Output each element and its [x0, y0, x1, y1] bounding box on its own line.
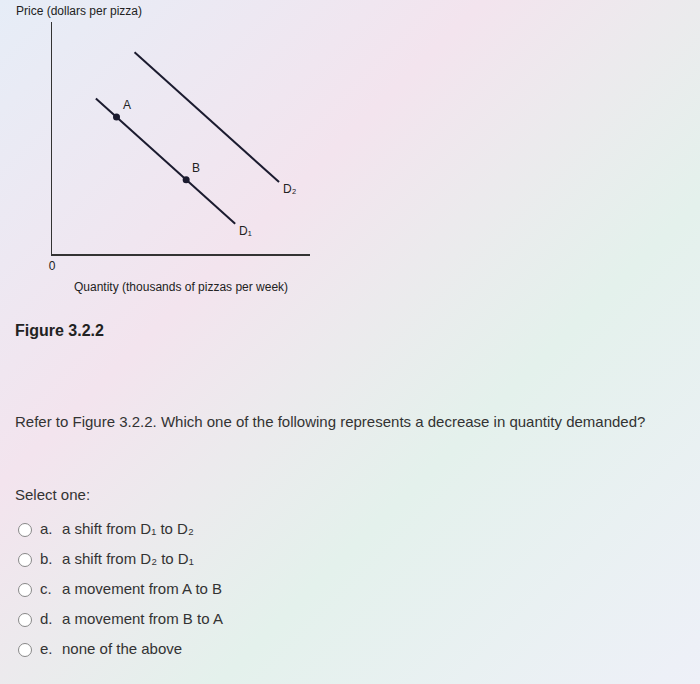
svg-text:D₁: D₁ [239, 224, 252, 238]
svg-text:D₂: D₂ [283, 182, 297, 196]
svg-text:Quantity (thousands of pizzas: Quantity (thousands of pizzas per week) [74, 280, 288, 294]
svg-text:0: 0 [49, 259, 56, 273]
html-text:a shift from D₂ to D₁: a shift from D₂ to D₁ [62, 550, 194, 567]
html-text:c.: c. [40, 580, 52, 597]
html-text:b.: b. [40, 550, 53, 567]
html-text:a shift from D₁ to D₂: a shift from D₁ to D₂ [62, 520, 194, 537]
html-text:none of the above: none of the above [62, 640, 183, 657]
svg-text:Price (dollars per pizza): Price (dollars per pizza) [16, 4, 142, 18]
html-text:a.: a. [40, 520, 53, 537]
svg-text:B: B [192, 161, 200, 175]
html-text:e.: e. [40, 640, 53, 657]
html-text:Select one:: Select one: [15, 486, 91, 503]
html-text:Refer to Figure 3.2.2. Which o: Refer to Figure 3.2.2. Which one of the … [15, 413, 646, 430]
svg-text:A: A [123, 98, 131, 112]
html-text:Figure 3.2.2: Figure 3.2.2 [15, 322, 104, 339]
html-text:a movement from B to A: a movement from B to A [62, 610, 223, 627]
html-text:d.: d. [40, 610, 53, 627]
html-text:a movement from A to B: a movement from A to B [62, 580, 223, 597]
